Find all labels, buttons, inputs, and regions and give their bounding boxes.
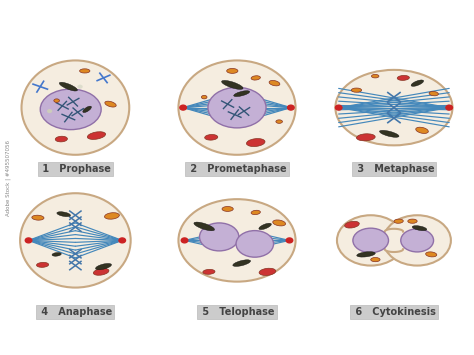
Ellipse shape <box>416 127 428 133</box>
Ellipse shape <box>259 268 276 275</box>
Ellipse shape <box>429 92 438 96</box>
Ellipse shape <box>372 75 379 78</box>
Circle shape <box>25 238 32 243</box>
Ellipse shape <box>426 252 437 257</box>
Ellipse shape <box>276 120 283 123</box>
Ellipse shape <box>200 223 239 251</box>
Ellipse shape <box>203 269 215 274</box>
Ellipse shape <box>236 231 273 257</box>
Ellipse shape <box>194 222 215 231</box>
Ellipse shape <box>178 60 296 155</box>
Ellipse shape <box>233 260 251 267</box>
Ellipse shape <box>83 106 91 113</box>
Ellipse shape <box>36 262 49 267</box>
Ellipse shape <box>201 95 207 99</box>
Ellipse shape <box>397 76 410 80</box>
Ellipse shape <box>93 268 109 275</box>
Circle shape <box>180 105 186 110</box>
Ellipse shape <box>412 226 427 231</box>
Text: 3   Metaphase: 3 Metaphase <box>354 164 434 174</box>
Ellipse shape <box>336 70 453 145</box>
Circle shape <box>446 105 453 110</box>
Ellipse shape <box>205 135 218 140</box>
Ellipse shape <box>269 81 280 86</box>
Ellipse shape <box>337 215 404 266</box>
Ellipse shape <box>371 257 380 262</box>
Ellipse shape <box>353 228 389 253</box>
Ellipse shape <box>227 69 238 73</box>
Ellipse shape <box>394 219 403 223</box>
Text: 2   Prometaphase: 2 Prometaphase <box>187 164 287 174</box>
Ellipse shape <box>356 134 375 141</box>
Circle shape <box>119 238 126 243</box>
Ellipse shape <box>380 130 399 137</box>
Ellipse shape <box>95 263 111 270</box>
Ellipse shape <box>32 215 44 220</box>
Ellipse shape <box>104 213 119 219</box>
Ellipse shape <box>408 219 417 223</box>
Ellipse shape <box>105 101 116 107</box>
Ellipse shape <box>246 138 265 147</box>
Ellipse shape <box>80 69 90 73</box>
Ellipse shape <box>222 207 233 211</box>
Text: 4   Anaphase: 4 Anaphase <box>38 307 112 317</box>
FancyBboxPatch shape <box>380 230 408 251</box>
Text: Adobe Stock | #495507056: Adobe Stock | #495507056 <box>6 140 11 215</box>
Ellipse shape <box>59 82 77 91</box>
Ellipse shape <box>345 221 359 228</box>
Ellipse shape <box>259 223 271 230</box>
Circle shape <box>288 105 294 110</box>
Ellipse shape <box>54 99 59 102</box>
Ellipse shape <box>401 229 434 252</box>
Ellipse shape <box>221 81 243 89</box>
Ellipse shape <box>251 210 260 214</box>
Circle shape <box>336 105 342 110</box>
Ellipse shape <box>55 136 67 142</box>
Ellipse shape <box>40 89 101 130</box>
Ellipse shape <box>383 215 451 266</box>
Circle shape <box>181 238 188 243</box>
Text: 5   Telophase: 5 Telophase <box>199 307 275 317</box>
Circle shape <box>48 110 52 113</box>
Text: 1   Prophase: 1 Prophase <box>39 164 111 174</box>
Ellipse shape <box>411 80 424 86</box>
Ellipse shape <box>351 88 362 92</box>
Ellipse shape <box>208 87 266 128</box>
Ellipse shape <box>20 193 131 288</box>
Ellipse shape <box>87 132 106 140</box>
Circle shape <box>78 85 82 88</box>
Ellipse shape <box>234 91 250 97</box>
Ellipse shape <box>251 76 260 80</box>
Ellipse shape <box>21 60 129 155</box>
Ellipse shape <box>57 212 71 217</box>
Circle shape <box>286 238 293 243</box>
Ellipse shape <box>273 220 285 226</box>
Ellipse shape <box>357 252 375 257</box>
Ellipse shape <box>52 252 61 256</box>
Ellipse shape <box>178 199 296 282</box>
Text: 6   Cytokinesis: 6 Cytokinesis <box>352 307 436 317</box>
